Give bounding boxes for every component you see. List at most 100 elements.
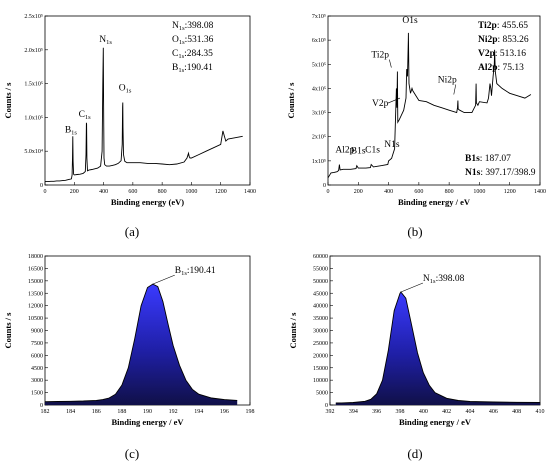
peak-annotation: B1s xyxy=(65,125,78,136)
x-tick-label: 1000 xyxy=(473,189,485,195)
y-tick-label: 5000 xyxy=(316,391,328,397)
x-tick-label: 200 xyxy=(70,189,79,195)
x-axis-label: Binding energy / eV xyxy=(399,417,472,427)
x-tick-label: 196 xyxy=(220,409,229,415)
x-tick-label: 402 xyxy=(442,409,451,415)
x-tick-label: 600 xyxy=(128,189,137,195)
x-tick-label: 192 xyxy=(169,409,178,415)
x-tick-label: 410 xyxy=(536,409,545,415)
series-area xyxy=(335,292,540,405)
y-tick-label: 3000 xyxy=(31,378,43,384)
peak-annotation: B1s xyxy=(351,147,366,157)
y-tick-label: 6x10⁵ xyxy=(312,38,326,44)
peak-list-item: B1s:190.41 xyxy=(172,63,213,74)
x-tick-label: 400 xyxy=(384,189,393,195)
x-tick-label: 1400 xyxy=(244,189,256,195)
x-tick-label: 200 xyxy=(354,189,363,195)
x-tick-label: 0 xyxy=(44,189,47,195)
series-area xyxy=(45,284,238,405)
peak-annotation: Ti2p xyxy=(371,51,389,61)
plot-frame xyxy=(327,15,541,186)
annotation-leader xyxy=(387,97,401,104)
x-tick-label: 400 xyxy=(99,189,108,195)
y-tick-label: 1x10⁵ xyxy=(312,159,326,165)
x-tick-label: 396 xyxy=(372,409,381,415)
plot-frame xyxy=(44,15,251,186)
peak-annotation: N1s xyxy=(384,140,400,150)
peak-annotation: V2p xyxy=(372,99,389,109)
chart-panel-a: 0 200 400 600 800 1000 1200 1400 0 5.0x10⁴ 1.0x10⁵… xyxy=(3,14,256,207)
y-tick-label: 4500 xyxy=(31,366,43,372)
chart-panel-c: 182 184 186 188 190 192 194 196 198 0 1500 3000 4500… xyxy=(3,254,255,427)
peak-list-item: Ti2p: 455.65 xyxy=(478,21,528,31)
peak-annotation: Al2p xyxy=(335,145,354,155)
peak-list-item: N1s: 397.17/398.9 xyxy=(465,168,536,178)
y-tick-label: 5.0x10⁴ xyxy=(24,149,43,155)
y-tick-label: 15000 xyxy=(313,366,328,372)
peak-list-item: Ni2p: 853.26 xyxy=(478,35,529,45)
x-tick-label: 392 xyxy=(326,409,335,415)
peak-annotation: C1s xyxy=(365,145,380,155)
y-axis-label: Counts / s xyxy=(286,82,296,119)
y-tick-label: 2x10⁵ xyxy=(312,135,326,141)
x-tick-label: 400 xyxy=(419,409,428,415)
x-tick-label: 408 xyxy=(512,409,521,415)
y-tick-label: 4x10⁵ xyxy=(312,86,326,92)
y-tick-label: 16500 xyxy=(28,266,43,272)
y-tick-label: 0 xyxy=(40,183,43,189)
x-tick-label: 800 xyxy=(445,189,454,195)
y-tick-label: 2.5x10⁵ xyxy=(24,14,43,20)
x-tick-label: 190 xyxy=(143,409,152,415)
y-tick-label: 30000 xyxy=(313,329,328,335)
y-axis-label: Counts / s xyxy=(3,312,13,349)
peak-list-item: C1s:284.35 xyxy=(172,49,213,60)
y-tick-label: 25000 xyxy=(313,341,328,347)
y-tick-label: 1500 xyxy=(31,391,43,397)
x-tick-label: 394 xyxy=(349,409,358,415)
series-line xyxy=(44,283,238,403)
y-tick-label: 50000 xyxy=(313,279,328,285)
y-tick-label: 55000 xyxy=(313,266,328,272)
peak-annotation: B1s:190.41 xyxy=(175,266,216,277)
peak-annotation: O1s xyxy=(119,84,132,95)
panel-caption: (a) xyxy=(125,224,139,239)
y-tick-label: 20000 xyxy=(313,353,328,359)
x-tick-label: 198 xyxy=(246,409,255,415)
y-tick-label: 7x10⁵ xyxy=(312,14,326,20)
peak-annotation: C1s xyxy=(79,110,92,121)
peak-annotation: Ni2p xyxy=(438,76,457,86)
peak-annotation: N1s:398.08 xyxy=(423,274,465,285)
x-tick-label: 184 xyxy=(66,409,75,415)
x-axis-label: Binding energy / eV xyxy=(111,417,184,427)
series-line xyxy=(335,291,541,404)
x-tick-label: 1400 xyxy=(534,189,546,195)
peak-annotation: O1s xyxy=(402,16,418,26)
annotation-leader xyxy=(400,282,424,293)
y-tick-label: 3x10⁵ xyxy=(312,111,326,117)
y-axis-label: Counts / s xyxy=(3,82,13,119)
x-tick-label: 404 xyxy=(466,409,475,415)
chart-panel-b: 0 200 400 600 800 1000 1200 1400 0 1x10⁵ 2x10⁵ 3x10… xyxy=(286,14,546,207)
y-tick-label: 0 xyxy=(40,403,43,409)
y-tick-label: 7500 xyxy=(31,341,43,347)
y-tick-label: 35000 xyxy=(313,316,328,322)
x-axis-label: Binding energy / eV xyxy=(398,197,471,207)
x-tick-label: 194 xyxy=(194,409,203,415)
y-tick-label: 10000 xyxy=(313,378,328,384)
peak-list-item: N1s:398.08 xyxy=(172,21,214,32)
peak-list-item: O1s:531.36 xyxy=(172,35,214,46)
panel-caption: (b) xyxy=(407,224,422,239)
panel-caption: (d) xyxy=(407,446,422,461)
x-tick-label: 1200 xyxy=(504,189,516,195)
peak-list-item: V2p: 513.16 xyxy=(478,49,526,59)
y-tick-label: 2.0x10⁵ xyxy=(24,48,43,54)
y-axis-label: Counts / s xyxy=(288,312,298,349)
chart-panel-d: 392 394 396 398 400 402 404 406 408 410 0 5000 10000… xyxy=(288,254,545,427)
x-tick-label: 186 xyxy=(92,409,101,415)
y-tick-label: 45000 xyxy=(313,291,328,297)
y-tick-label: 1.5x10⁵ xyxy=(24,82,43,88)
peak-list-item: Al2p: 75.13 xyxy=(478,63,524,73)
annotation-leader xyxy=(389,59,392,68)
y-tick-label: 5x10⁵ xyxy=(312,62,326,68)
peak-list-item: B1s: 187.07 xyxy=(465,154,511,164)
